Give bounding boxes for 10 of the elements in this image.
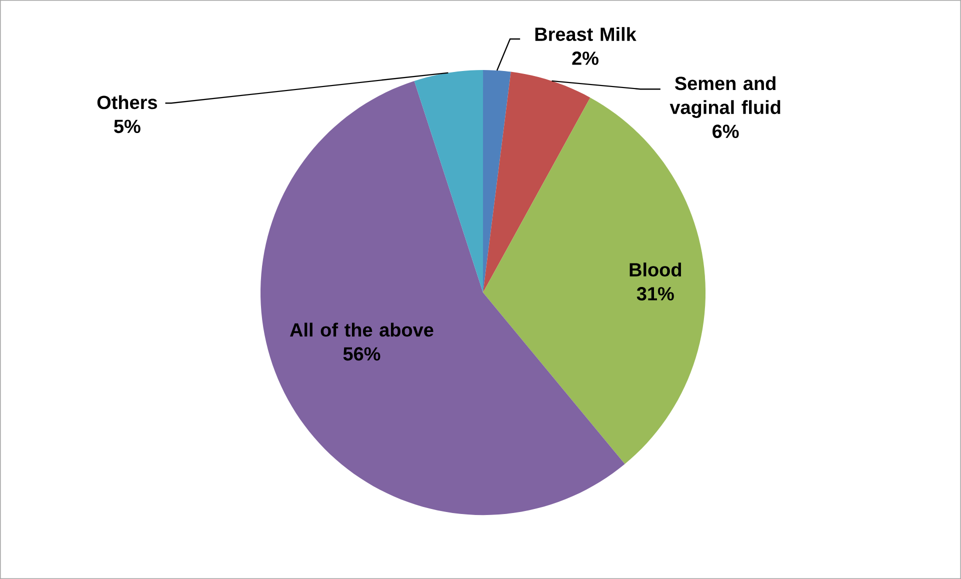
slice-label: Semen and vaginal fluid (670, 76, 780, 118)
slice-label: All of the above (290, 322, 434, 337)
slice-label: Breast Milk (535, 27, 636, 41)
data-label: 56% (343, 347, 380, 361)
slice-label: Others (97, 95, 157, 110)
data-label: 31% (636, 286, 674, 300)
data-label: 2% (572, 51, 598, 65)
slice-label: Blood (630, 262, 682, 276)
data-label: 6% (712, 124, 739, 138)
data-label: 5% (114, 120, 140, 134)
